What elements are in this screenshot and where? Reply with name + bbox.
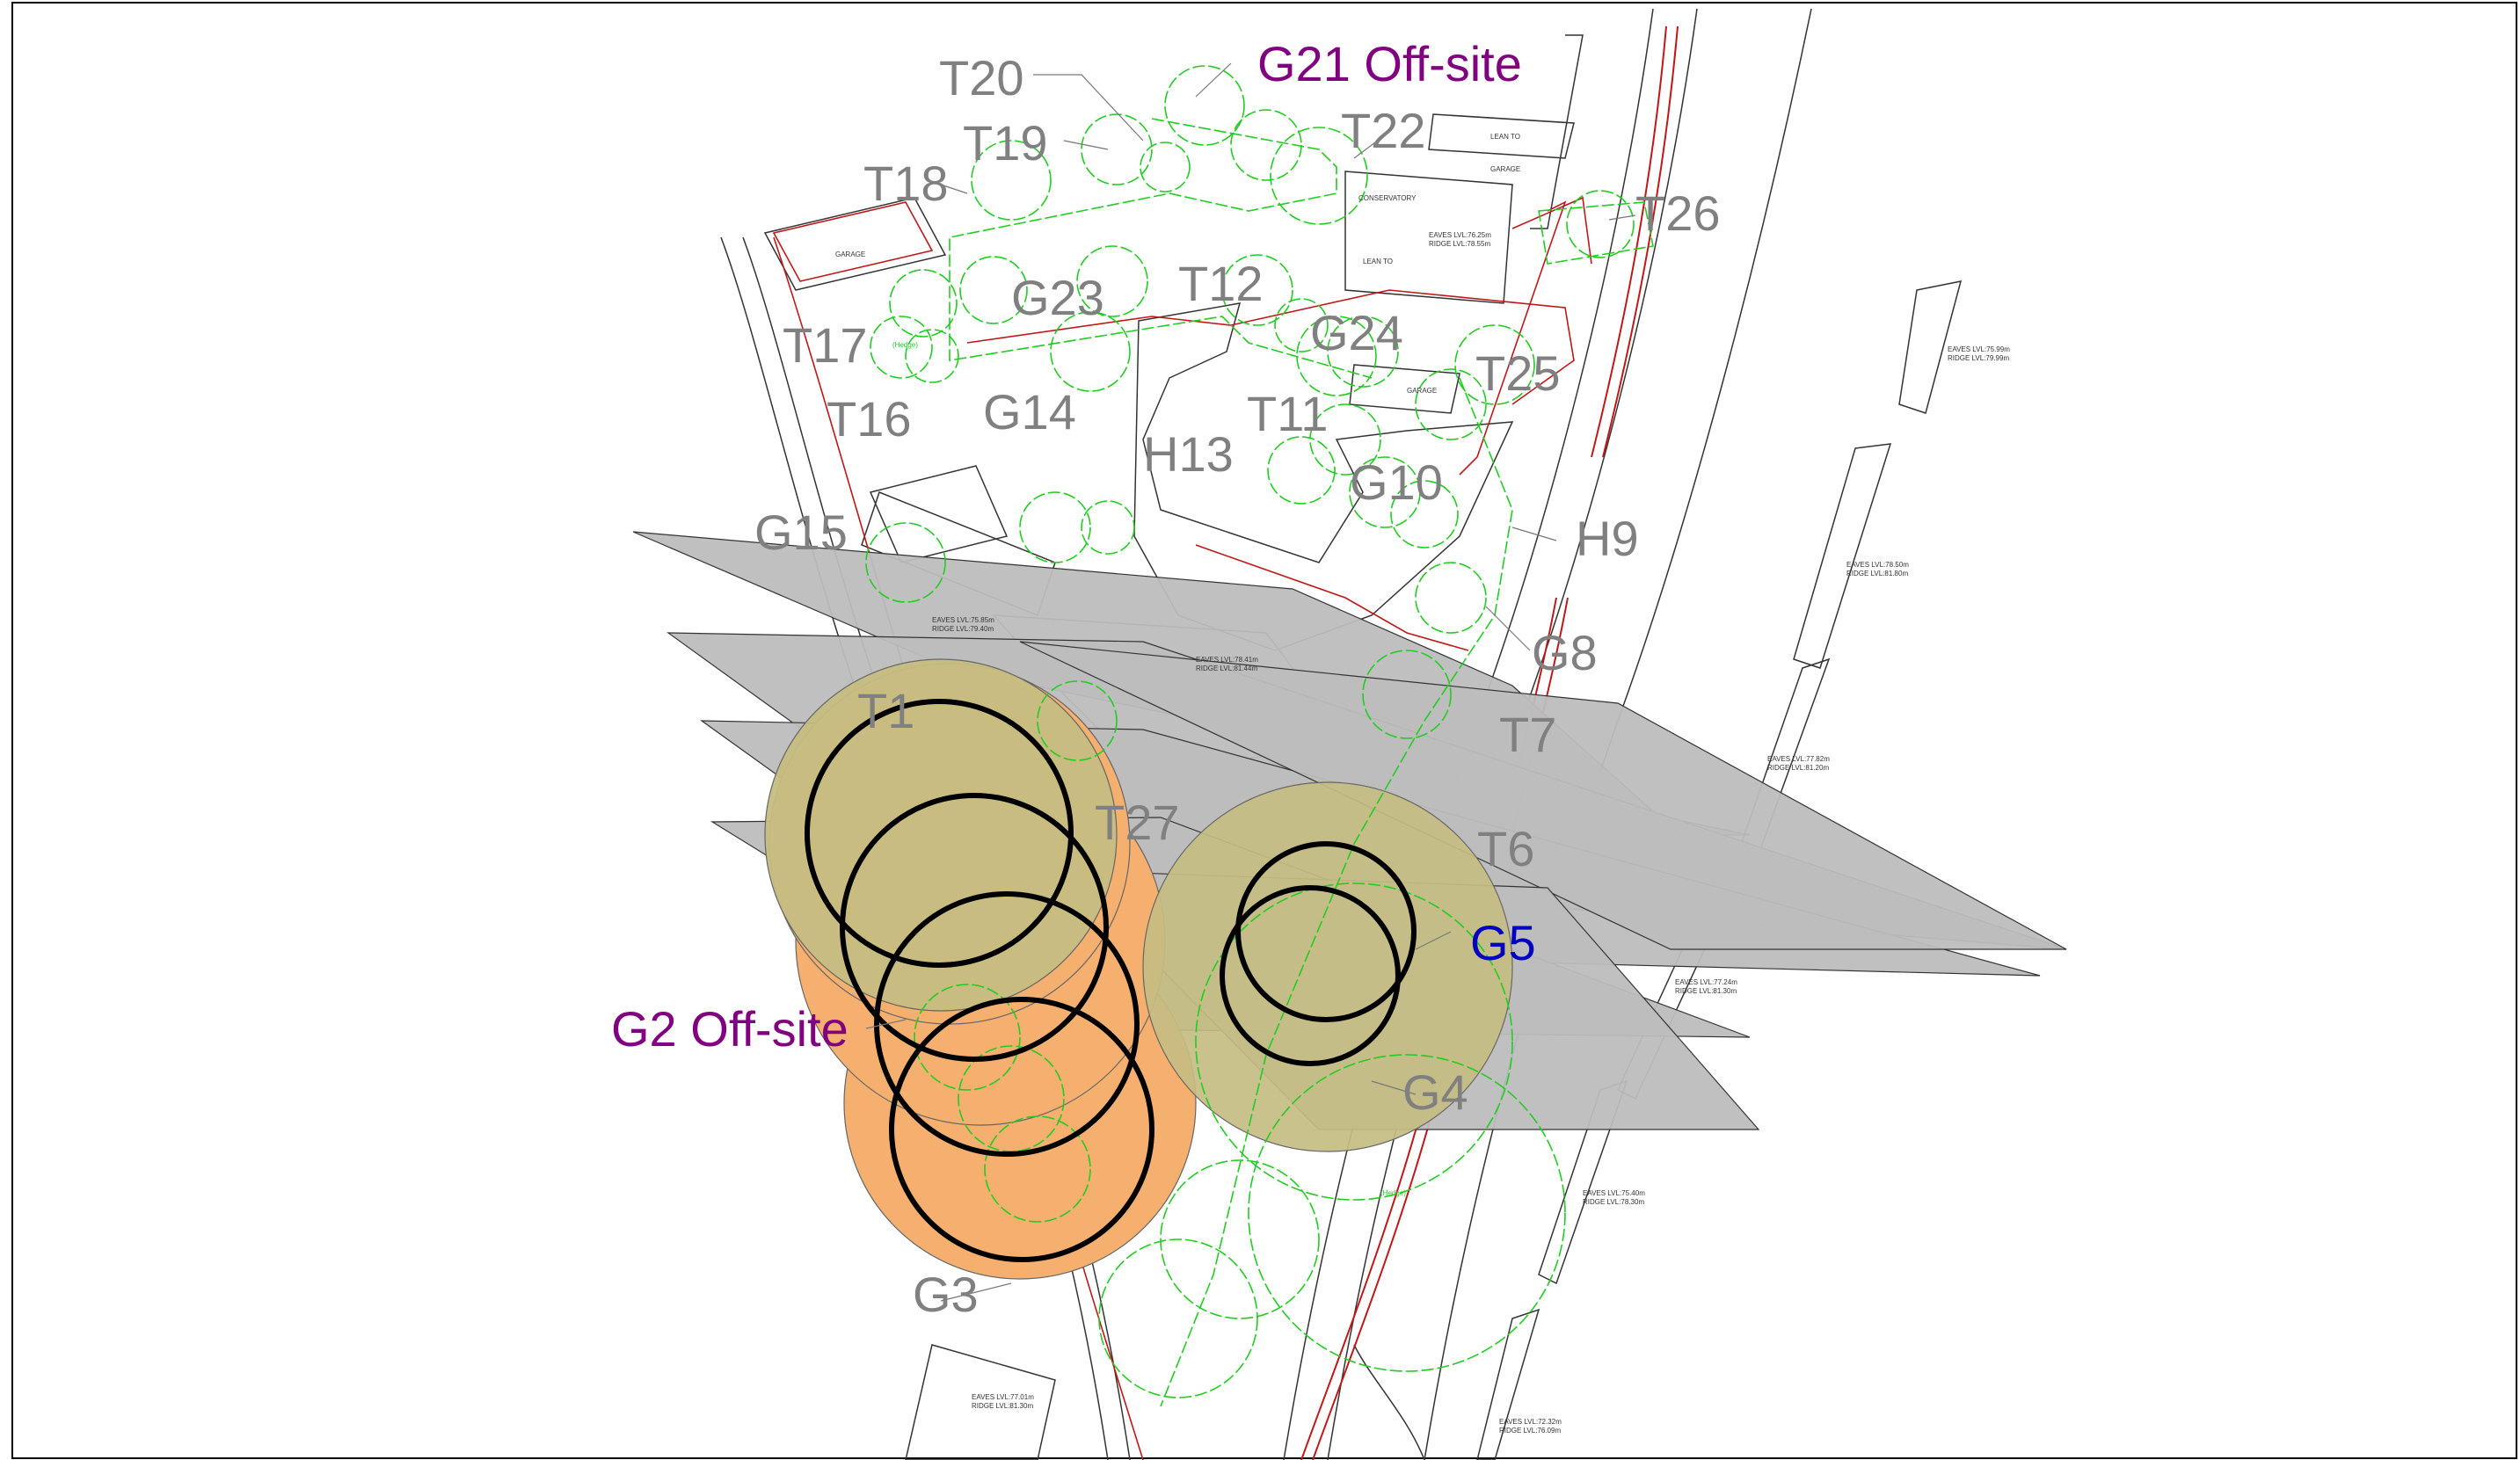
note-lean-to-2: LEAN TO xyxy=(1363,258,1393,265)
note-eaves-j: EAVES LVL:72.32m xyxy=(1499,1418,1562,1426)
label-h13: H13 xyxy=(1143,426,1234,482)
label-t18: T18 xyxy=(863,156,949,211)
label-t1: T1 xyxy=(857,683,914,738)
label-g4: G4 xyxy=(1402,1064,1468,1120)
drawing-frame xyxy=(11,2,2517,1459)
note-eaves-h: EAVES LVL:75.40m xyxy=(1583,1189,1645,1197)
ring-g2-upper xyxy=(840,793,1109,1062)
note-ridge-c: RIDGE LVL:79.40m xyxy=(932,625,994,633)
note-garage-1: GARAGE xyxy=(835,251,865,258)
note-ridge-h: RIDGE LVL:78.30m xyxy=(1583,1198,1644,1206)
note-eaves-f: EAVES LVL:77.82m xyxy=(1767,755,1830,763)
label-g2: G2 Off-site xyxy=(611,1001,848,1057)
label-g15: G15 xyxy=(754,505,848,560)
note-ridge-g: RIDGE LVL:81.30m xyxy=(1675,987,1737,995)
ring-g2-mid xyxy=(874,891,1140,1157)
note-eaves-d: EAVES LVL:78.41m xyxy=(1196,656,1258,664)
label-t22: T22 xyxy=(1341,103,1426,158)
note-ridge-d: RIDGE LVL:81.44m xyxy=(1196,665,1257,672)
tree-labels: T20 G21 Off-site T19 T22 T18 T26 G23 T12… xyxy=(611,36,1721,1322)
note-ridge-i: RIDGE LVL:81.30m xyxy=(972,1402,1033,1410)
label-leaders xyxy=(865,62,1636,1302)
tree-canopies xyxy=(865,65,1654,1407)
label-t6: T6 xyxy=(1477,821,1534,876)
label-t25: T25 xyxy=(1475,345,1561,401)
label-t11: T11 xyxy=(1247,386,1328,441)
note-lean-to-1: LEAN TO xyxy=(1490,133,1520,141)
note-ridge-f: RIDGE LVL:81.20m xyxy=(1767,764,1829,772)
note-eaves-a: EAVES LVL:75.99m xyxy=(1948,345,2010,353)
label-g5: G5 xyxy=(1470,915,1536,970)
label-t19: T19 xyxy=(963,115,1048,171)
note-eaves-i: EAVES LVL:77.01m xyxy=(972,1393,1034,1401)
building-notes: GARAGE GARAGE GARAGE CONSERVATORY LEAN T… xyxy=(835,133,2010,1435)
label-t17: T17 xyxy=(783,317,868,373)
label-g8: G8 xyxy=(1532,625,1598,680)
ring-t1 xyxy=(805,699,1074,968)
label-t26: T26 xyxy=(1635,185,1721,241)
label-g23: G23 xyxy=(1011,270,1104,325)
label-h9: H9 xyxy=(1576,511,1639,566)
ring-g5 xyxy=(1220,885,1401,1066)
site-boundary xyxy=(772,25,1679,1460)
note-eaves-c: EAVES LVL:75.85m xyxy=(932,616,994,624)
note-ridge-b: RIDGE LVL:78.55m xyxy=(1429,240,1490,248)
label-t27: T27 xyxy=(1095,795,1180,850)
note-eaves-g: EAVES LVL:77.24m xyxy=(1675,978,1737,986)
ring-g3 xyxy=(889,997,1154,1262)
note-garage-3: GARAGE xyxy=(1490,165,1520,173)
note-ridge-e: RIDGE LVL:81.80m xyxy=(1846,570,1908,577)
note-eaves-b: EAVES LVL:76.25m xyxy=(1429,231,1491,239)
label-t20: T20 xyxy=(939,50,1024,105)
label-g10: G10 xyxy=(1350,454,1443,510)
rpa-t1 xyxy=(764,658,1118,1012)
label-g21: G21 Off-site xyxy=(1257,36,1522,91)
label-g3: G3 xyxy=(913,1267,979,1322)
label-g14: G14 xyxy=(983,384,1076,439)
label-g24: G24 xyxy=(1310,305,1403,360)
note-hedge: (Hedge) xyxy=(1380,1189,1406,1197)
note-hedge-2: (Hedge) xyxy=(892,341,918,349)
note-eaves-e: EAVES LVL:78.50m xyxy=(1846,561,1909,569)
rpa-g5 xyxy=(1142,781,1513,1152)
ring-t6 xyxy=(1235,841,1417,1022)
label-t16: T16 xyxy=(827,391,912,447)
label-t12: T12 xyxy=(1178,256,1264,311)
note-ridge-a: RIDGE LVL:79.99m xyxy=(1948,354,2009,362)
note-garage-2: GARAGE xyxy=(1407,387,1437,395)
label-t7: T7 xyxy=(1499,707,1556,762)
tree-rings xyxy=(805,699,1417,1262)
note-ridge-j: RIDGE LVL:76.09m xyxy=(1499,1427,1561,1435)
note-conservatory: CONSERVATORY xyxy=(1358,194,1417,202)
root-protection-areas xyxy=(764,658,1513,1280)
